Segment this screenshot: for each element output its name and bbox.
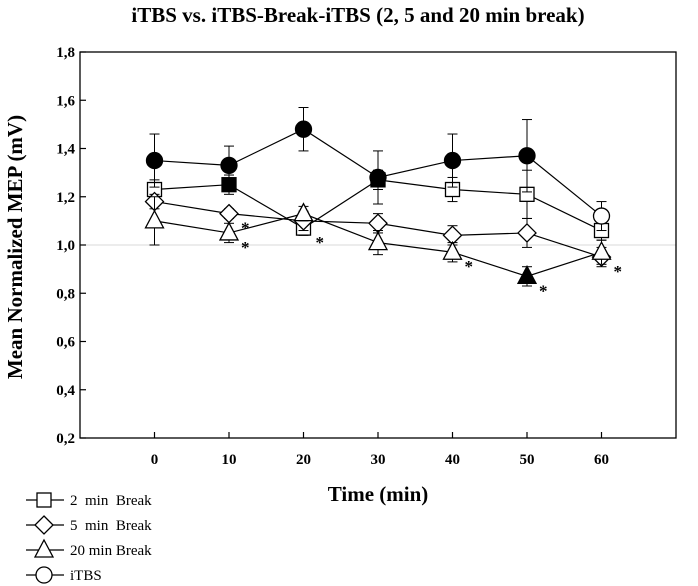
significance-star: * xyxy=(539,281,548,300)
series-layer xyxy=(144,106,612,287)
x-axis-label: Time (min) xyxy=(328,482,429,506)
significance-star: * xyxy=(241,219,250,238)
data-point-triangle xyxy=(218,221,240,241)
y-tick-label: 0,2 xyxy=(56,431,75,447)
series-triangle xyxy=(144,196,612,287)
data-point-circle xyxy=(443,151,462,170)
y-tick-label: 0,4 xyxy=(56,383,75,399)
data-point-diamond xyxy=(368,213,388,234)
data-point-circle xyxy=(294,120,313,138)
series-circle xyxy=(145,106,611,232)
data-point-triangle xyxy=(442,240,463,260)
legend-label: 2 min Break xyxy=(70,493,152,509)
y-tick-label: 1,0 xyxy=(56,238,75,254)
legend-label: 5 min Break xyxy=(70,518,152,534)
data-point-triangle xyxy=(293,202,314,222)
x-tick-label: 40 xyxy=(445,452,460,468)
legend-label: 20 min Break xyxy=(70,543,152,559)
legend-circle-icon xyxy=(35,566,53,584)
y-tick-label: 1,6 xyxy=(56,93,75,109)
y-tick-label: 0,8 xyxy=(56,286,75,302)
legend-label: iTBS xyxy=(70,568,102,584)
legend-item: 5 min Break xyxy=(26,515,152,535)
data-point-diamond xyxy=(517,223,537,243)
significance-star: * xyxy=(614,262,623,281)
x-ticks: 0 10 20 30 40 50 60 xyxy=(151,432,609,468)
y-tick-label: 0,6 xyxy=(56,335,75,351)
series-diamond xyxy=(144,191,612,268)
data-point-triangle xyxy=(516,264,538,285)
significance-star: * xyxy=(241,238,250,257)
significance-star: * xyxy=(316,233,325,252)
data-point-triangle xyxy=(144,209,165,229)
data-point-circle xyxy=(369,168,387,187)
data-point-circle xyxy=(592,207,611,225)
x-tick-label: 0 xyxy=(151,452,159,468)
significance-star: * xyxy=(465,257,474,276)
data-point-circle xyxy=(220,156,238,175)
legend-item: 20 min Break xyxy=(26,538,152,559)
x-tick-label: 20 xyxy=(296,452,311,468)
legend-square-icon xyxy=(36,492,52,508)
data-point-circle xyxy=(518,147,536,165)
data-point-triangle xyxy=(367,231,389,251)
y-tick-label: 1,8 xyxy=(56,45,75,61)
x-tick-label: 10 xyxy=(222,452,237,468)
y-axis-label: Mean Normalized MEP (mV) xyxy=(3,115,27,379)
annotation-layer: ** **** xyxy=(241,219,622,301)
data-point-triangle xyxy=(591,240,612,260)
y-tick-label: 1,2 xyxy=(56,190,75,206)
data-point-circle xyxy=(145,151,164,170)
y-tick-label: 1,4 xyxy=(56,142,75,158)
x-tick-label: 50 xyxy=(520,452,535,468)
chart-title: iTBS vs. iTBS-Break-iTBS (2, 5 and 20 mi… xyxy=(131,3,584,27)
y-ticks: 0,2 0,4 0,6 0,8 1,0 1,2 1,4 1,6 1,8 xyxy=(56,45,86,447)
legend-item: iTBS xyxy=(26,566,102,584)
x-tick-label: 30 xyxy=(371,452,386,468)
data-point-diamond xyxy=(219,203,239,224)
legend: 2 min Break 5 min Break 20 min Break iTBS xyxy=(26,492,152,584)
legend-diamond-icon xyxy=(34,515,54,535)
x-tick-label: 60 xyxy=(594,452,609,468)
legend-triangle-icon xyxy=(33,538,55,558)
legend-item: 2 min Break xyxy=(26,492,152,509)
